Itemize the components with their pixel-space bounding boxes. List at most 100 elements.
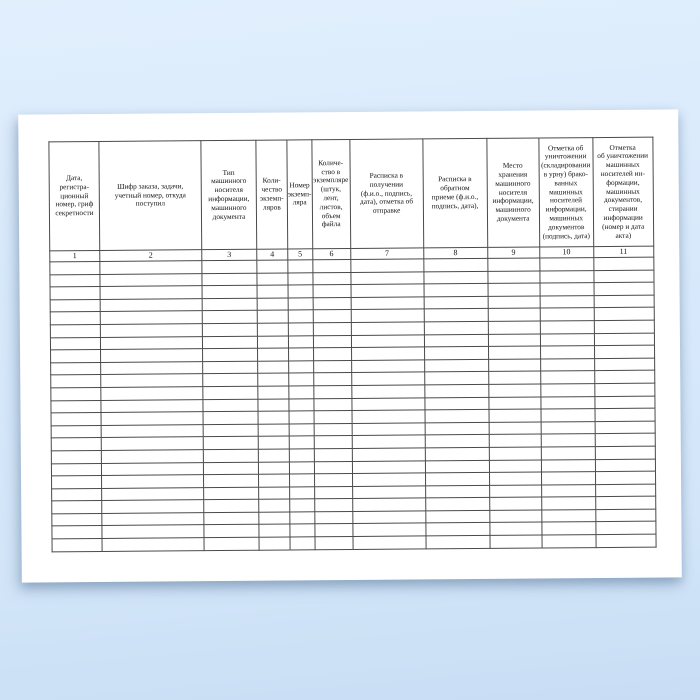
empty-cell <box>203 461 259 475</box>
empty-cell <box>258 448 290 462</box>
column-header-2: Шифр заказа, задачи, учетный номер, отку… <box>98 140 202 251</box>
empty-cell <box>541 509 596 523</box>
empty-cell <box>594 345 655 359</box>
empty-cell <box>50 374 101 388</box>
empty-cell <box>50 349 101 363</box>
empty-cell <box>540 370 595 384</box>
empty-cell <box>540 358 595 372</box>
empty-cell <box>312 309 351 323</box>
empty-cell <box>204 537 260 551</box>
empty-cell <box>595 521 656 535</box>
empty-cell <box>594 357 655 371</box>
empty-cell <box>202 398 259 412</box>
empty-cell <box>258 474 290 487</box>
empty-cell <box>540 446 596 460</box>
empty-cell <box>351 384 425 399</box>
empty-cell <box>313 410 352 424</box>
empty-cell <box>487 270 540 284</box>
empty-cell <box>51 462 102 476</box>
empty-cell <box>488 383 541 397</box>
empty-cell <box>288 347 314 361</box>
empty-cell <box>203 499 259 513</box>
empty-cell <box>258 411 290 424</box>
empty-cell <box>289 536 315 550</box>
empty-cell <box>352 485 426 499</box>
empty-cell <box>51 525 103 539</box>
empty-cell <box>314 460 353 474</box>
empty-cell <box>201 272 258 286</box>
empty-cell <box>314 536 353 550</box>
empty-cell <box>203 411 259 425</box>
empty-cell <box>288 398 314 412</box>
empty-cell <box>539 282 594 296</box>
column-header-11: Отметка об уничтожении машинных носителе… <box>592 137 654 247</box>
empty-cell <box>100 285 203 300</box>
empty-cell <box>51 513 102 527</box>
empty-cell <box>488 409 541 423</box>
column-number-6: 6 <box>312 248 351 260</box>
empty-cell <box>101 512 204 526</box>
empty-cell <box>50 399 102 413</box>
journal-page-sheet: Дата, регистра- ционный номер, гриф секр… <box>18 109 682 583</box>
empty-cell <box>313 448 353 462</box>
empty-cell <box>541 496 596 510</box>
empty-cell <box>595 471 656 485</box>
empty-cell <box>424 346 489 360</box>
empty-cell <box>351 347 425 361</box>
empty-cell <box>595 458 656 472</box>
empty-cell <box>202 386 258 400</box>
empty-cell <box>313 347 352 361</box>
empty-cell <box>352 460 426 474</box>
empty-cell <box>487 320 541 334</box>
column-number-11: 11 <box>593 246 654 258</box>
empty-cell <box>313 360 352 374</box>
empty-cell <box>488 396 541 410</box>
empty-cell <box>287 259 313 273</box>
column-number-7: 7 <box>350 247 424 260</box>
empty-cell <box>540 396 595 410</box>
empty-cell <box>488 434 541 448</box>
empty-cell <box>425 472 490 486</box>
empty-cell <box>313 435 352 449</box>
empty-cell <box>257 385 289 399</box>
empty-cell <box>595 534 656 548</box>
empty-cell <box>351 422 425 436</box>
column-header-6: Количе- ство в экземпляре (штук, лент, л… <box>311 139 351 249</box>
empty-cell <box>288 373 314 386</box>
empty-cell <box>351 359 425 373</box>
empty-cell <box>541 471 596 485</box>
empty-cell <box>51 488 102 502</box>
empty-cell <box>541 484 596 498</box>
empty-cell <box>424 384 489 398</box>
empty-cell <box>202 298 258 312</box>
empty-cell <box>100 374 203 388</box>
empty-cell <box>201 260 257 274</box>
empty-cell <box>351 334 425 348</box>
empty-cell <box>593 320 655 334</box>
empty-cell <box>350 309 424 323</box>
empty-cell <box>51 425 102 439</box>
empty-cell <box>424 371 489 385</box>
empty-cell <box>288 360 314 374</box>
empty-cell <box>352 473 426 487</box>
empty-cell <box>202 348 258 362</box>
empty-cell <box>313 335 352 348</box>
empty-cell <box>256 272 289 286</box>
empty-cell <box>51 500 102 514</box>
column-number-3: 3 <box>201 249 257 261</box>
empty-cell <box>488 371 541 385</box>
empty-cell <box>288 385 314 399</box>
empty-cell <box>101 411 204 426</box>
empty-cell <box>313 423 352 437</box>
empty-cell <box>540 333 595 347</box>
empty-cell <box>595 508 656 523</box>
empty-cell <box>203 474 259 488</box>
empty-cell <box>487 308 540 322</box>
empty-cell <box>540 345 595 359</box>
column-header-3: Тип машинного носителя информации, машин… <box>200 140 257 250</box>
column-number-1: 1 <box>49 250 100 262</box>
empty-cell <box>258 537 291 550</box>
empty-cell <box>289 486 315 500</box>
empty-cell <box>51 437 102 451</box>
empty-cell <box>424 333 489 348</box>
